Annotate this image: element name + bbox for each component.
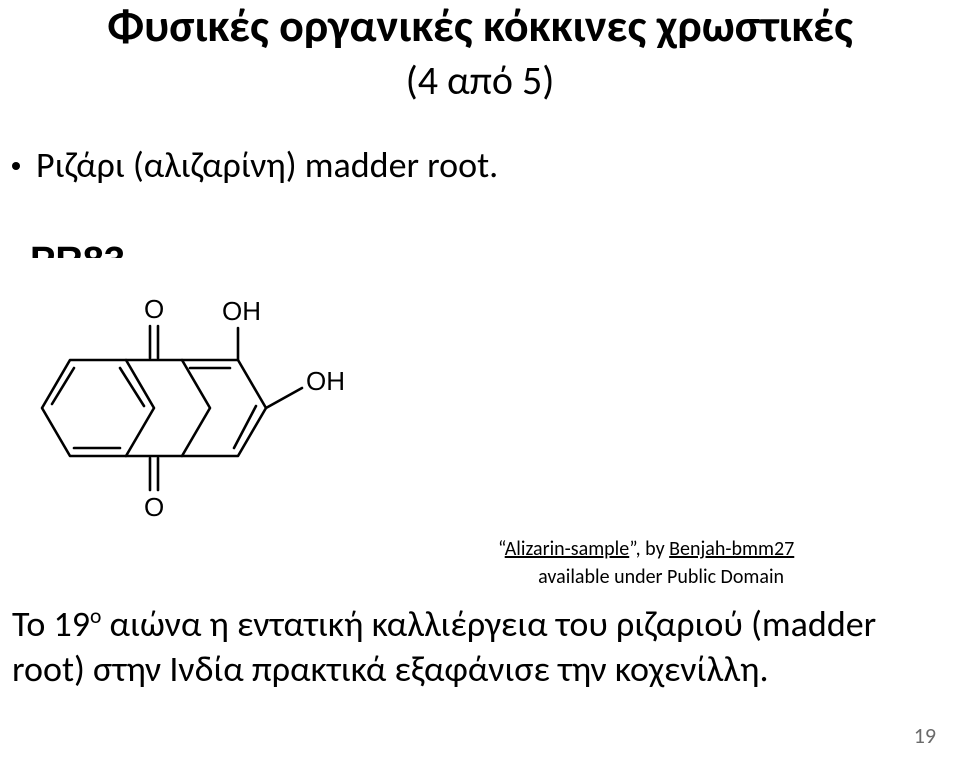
quote-open: “ <box>498 537 505 561</box>
atom-label-oh1: OH <box>222 296 261 326</box>
attribution-license: available under Public Domain <box>498 564 794 590</box>
body-rest: αιώνα η εντατική καλλιέργεια του ριζαριο… <box>12 602 876 691</box>
bullet-item: Ριζάρι (αλιζαρίνη) madder root. <box>12 144 498 187</box>
atom-label-oh2: OH <box>306 366 345 396</box>
atom-label-o-bottom: O <box>144 492 164 522</box>
attribution-mid: ”, by <box>629 537 669 561</box>
slide-subtitle: (4 από 5) <box>0 56 960 105</box>
slide-title: Φυσικές οργανικές κόκκινες χρωστικές <box>0 0 960 53</box>
bullet-text: Ριζάρι (αλιζαρίνη) madder root. <box>36 144 498 187</box>
body-superscript: ο <box>90 602 101 629</box>
page-number: 19 <box>914 722 936 749</box>
attribution-link-author[interactable]: Benjah-bmm27 <box>669 537 794 561</box>
body-prefix: Το 19 <box>12 602 90 646</box>
image-attribution: “Alizarin-sample”, by Benjah-bmm27 avail… <box>498 536 794 590</box>
bullet-dot-icon <box>12 162 20 170</box>
atom-label-o-top: O <box>144 294 164 324</box>
attribution-link-sample[interactable]: Alizarin-sample <box>505 537 630 561</box>
slide: Φυσικές οργανικές κόκκινες χρωστικές (4 … <box>0 0 960 761</box>
body-paragraph: Το 19ο αιώνα η εντατική καλλιέργεια του … <box>12 602 932 692</box>
chemical-structure: O O OH OH <box>20 258 440 558</box>
